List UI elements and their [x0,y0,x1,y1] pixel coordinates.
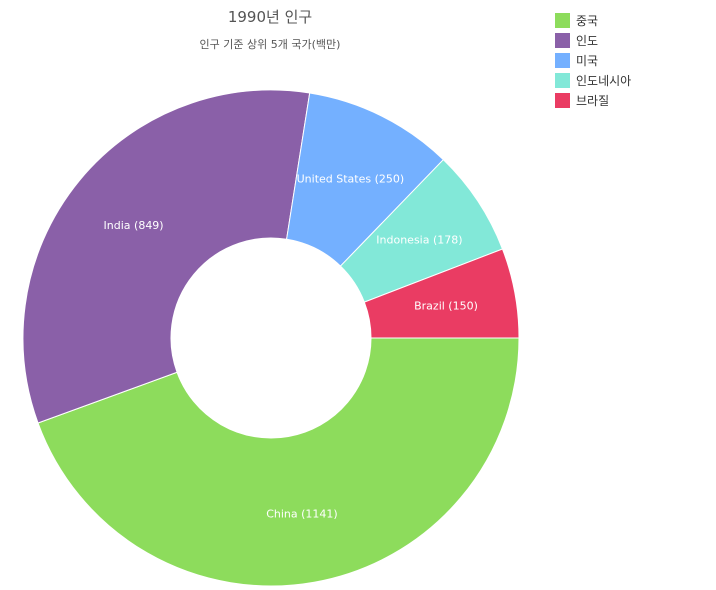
legend-item-4[interactable]: 브라질 [555,93,609,108]
legend-swatch-2 [555,53,570,68]
slice-label-2: United States (250) [297,173,405,186]
slices-group [22,89,520,587]
legend-label-1: 인도 [576,34,598,48]
chart-subtitle: 인구 기준 상위 5개 국가(백만) [200,38,341,51]
legend-item-1[interactable]: 인도 [555,33,598,48]
chart-title: 1990년 인구 [228,8,312,26]
legend-swatch-0 [555,13,570,28]
legend-item-3[interactable]: 인도네시아 [555,73,631,88]
slice-label-3: Indonesia (178) [376,234,462,247]
slice-label-0: China (1141) [266,507,338,520]
slice-label-1: India (849) [104,219,164,232]
slice-0[interactable] [37,337,520,587]
legend-swatch-3 [555,73,570,88]
legend-label-0: 중국 [576,14,598,28]
legend-label-4: 브라질 [576,94,609,108]
legend-label-3: 인도네시아 [576,74,631,88]
legend-label-2: 미국 [576,54,598,68]
legend-swatch-4 [555,93,570,108]
legend-item-0[interactable]: 중국 [555,13,598,28]
slice-4[interactable] [363,248,520,339]
slice-label-4: Brazil (150) [414,300,478,313]
legend-swatch-1 [555,33,570,48]
slice-labels-group: China (1141) India (849) United States (25… [104,173,478,521]
legend-item-2[interactable]: 미국 [555,53,598,68]
slice-1[interactable] [22,89,311,424]
